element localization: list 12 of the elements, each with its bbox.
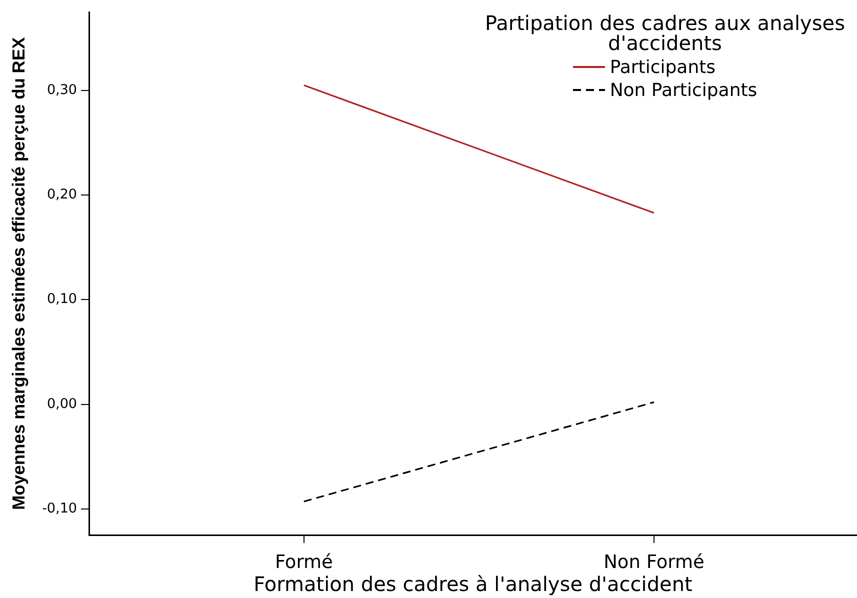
legend-label: Participants — [610, 56, 716, 79]
x-tick-label: Non Formé — [604, 552, 704, 573]
x-tick-label: Formé — [274, 552, 333, 573]
legend-title: Partipation des cadres aux analyses d'accidents — [484, 11, 846, 56]
y-tick-label: 0,00 — [46, 396, 77, 412]
x-axis-title: Formation des cadres à l'analyse d'accident — [254, 572, 693, 596]
y-tick-label: -0,10 — [42, 500, 77, 516]
y-tick-label: 0,10 — [46, 291, 77, 308]
y-tick-label: 0,30 — [46, 82, 77, 98]
y-tick-label: 0,20 — [46, 186, 77, 203]
legend-label: Non Participants — [610, 78, 758, 102]
y-axis-title: Moyennes marginales estimées efficacité perçue du REX — [8, 36, 28, 510]
